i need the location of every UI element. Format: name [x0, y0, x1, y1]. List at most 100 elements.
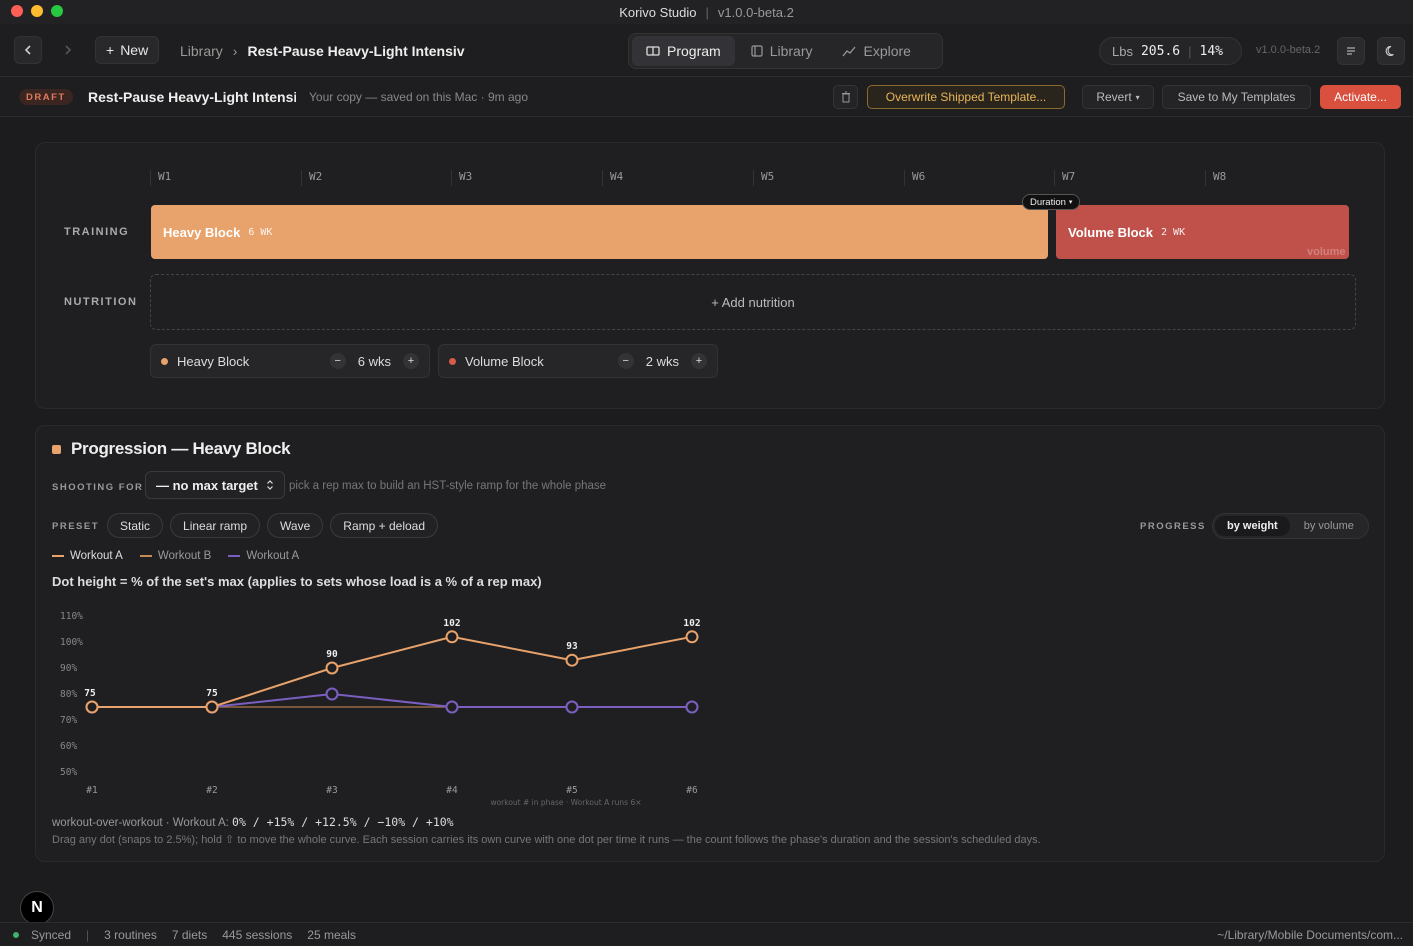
legend-label: Workout B [157, 550, 212, 562]
sessions-count: 445 sessions [222, 927, 293, 942]
breadcrumb-library[interactable]: Library [180, 43, 223, 59]
week-label: W6 [904, 170, 925, 186]
data-point [685, 700, 699, 714]
heavy-block-bar[interactable]: Heavy Block 6 WK [151, 205, 1048, 259]
progression-card: Progression — Heavy Block SHOOTING FOR —… [35, 425, 1385, 862]
max-target-select[interactable]: — no max target [145, 471, 285, 499]
x-tick-label: #3 [326, 785, 337, 796]
body-stats[interactable]: Lbs 205.6 | 14% [1099, 37, 1242, 65]
progress-mode-toggle: by weight by volume [1212, 513, 1369, 539]
add-nutrition-button[interactable]: + Add nutrition [150, 274, 1356, 330]
chart-caption: Dot height = % of the set's max (applies… [52, 574, 542, 589]
moon-icon [1385, 45, 1394, 57]
tab-explore-label: Explore [863, 43, 911, 59]
forward-button[interactable] [54, 36, 82, 64]
preset-ramp-deload[interactable]: Ramp + deload [330, 513, 439, 538]
shooting-for-label: SHOOTING FOR [52, 482, 144, 493]
data-point [325, 661, 339, 675]
duration-handle[interactable]: Duration ▾ [1022, 194, 1081, 210]
max-target-value: — no max target [156, 477, 258, 493]
chevron-left-icon [24, 45, 31, 55]
nutrition-row-label: NUTRITION [64, 296, 138, 308]
stepper-value: 6 wks [357, 353, 391, 369]
delete-button[interactable] [833, 85, 858, 109]
decrement-button[interactable]: − [617, 353, 634, 369]
toolbar: + New Library › Rest-Pause Heavy-Light I… [0, 24, 1413, 77]
wow-values: 0% / +15% / +12.5% / −10% / +10% [232, 815, 454, 829]
preset-linear-ramp[interactable]: Linear ramp [170, 513, 261, 538]
sync-status-dot [13, 931, 19, 938]
block-watermark: volume [1307, 246, 1346, 258]
data-point [325, 687, 339, 701]
legend-item[interactable]: Workout A [228, 550, 299, 562]
save-status: Your copy — saved on this Mac · 9m ago [309, 90, 528, 104]
diets-count: 7 diets [171, 927, 208, 942]
chart-legend: Workout A Workout B Workout A [52, 550, 299, 562]
overwrite-template-button[interactable]: Overwrite Shipped Template... [867, 85, 1065, 109]
tab-library[interactable]: Library [737, 36, 827, 66]
data-point [205, 700, 219, 714]
data-label: 75 [206, 688, 218, 699]
increment-button[interactable]: + [403, 353, 419, 369]
by-volume-option[interactable]: by volume [1303, 520, 1354, 532]
legend-item[interactable]: Workout B [139, 550, 212, 562]
data-label: 93 [566, 641, 578, 652]
assistant-button[interactable]: N [20, 891, 54, 925]
decrement-button[interactable]: − [329, 353, 346, 369]
back-button[interactable] [14, 36, 42, 64]
stat-separator: | [1188, 43, 1192, 59]
minimize-window-button[interactable] [31, 5, 43, 17]
breadcrumb-chevron-icon: › [232, 43, 238, 59]
by-weight-option[interactable]: by weight [1215, 516, 1290, 536]
bodyweight-value: 205.6 [1140, 43, 1181, 59]
preset-static[interactable]: Static [107, 513, 164, 538]
book-icon [646, 46, 660, 56]
draft-badge: DRAFT [19, 89, 73, 105]
y-tick-label: 100% [60, 637, 83, 648]
close-window-button[interactable] [11, 5, 23, 17]
progression-title-text: Progression — Heavy Block [71, 439, 291, 458]
theme-toggle-button[interactable] [1377, 37, 1405, 65]
app-name: Korivo Studio [619, 4, 697, 20]
status-separator: | [86, 927, 90, 942]
preset-wave[interactable]: Wave [267, 513, 324, 538]
window-controls [11, 5, 63, 17]
data-label: 102 [683, 618, 700, 629]
chevron-down-icon: ▾ [1068, 199, 1073, 206]
week-label: W1 [150, 170, 171, 186]
panel-icon [751, 45, 763, 57]
week-label: W5 [753, 170, 774, 186]
increment-button[interactable]: + [691, 353, 707, 369]
zoom-window-button[interactable] [51, 5, 63, 17]
bodyfat-value: 14% [1199, 43, 1223, 59]
volume-block-bar[interactable]: Volume Block 2 WK volume [1056, 205, 1349, 259]
block-name: Heavy Block [163, 224, 241, 240]
draft-bar: DRAFT Rest-Pause Heavy-Light Intensiv Yo… [0, 77, 1413, 117]
version-tag: v1.0.0-beta.2 [1256, 44, 1321, 56]
draft-name[interactable]: Rest-Pause Heavy-Light Intensiv [88, 89, 296, 105]
chevron-right-icon [65, 45, 72, 55]
y-tick-label: 60% [60, 741, 77, 752]
duration-label: Duration [1030, 196, 1066, 208]
activate-button[interactable]: Activate... [1320, 85, 1401, 109]
save-template-button[interactable]: Save to My Templates [1162, 85, 1311, 109]
tab-library-label: Library [769, 43, 813, 59]
legend-item[interactable]: Workout A [52, 550, 123, 562]
x-tick-label: #6 [686, 785, 698, 796]
data-point [445, 630, 459, 644]
week-label: W7 [1054, 170, 1075, 186]
color-dot [161, 357, 168, 365]
progression-chart[interactable]: 110% 100% 90% 80% 70% 60% 50% #1 #2 #3 #4 #5 #6 worko… [36, 596, 736, 811]
stepper-value: 2 wks [645, 353, 679, 369]
tab-program[interactable]: Program [632, 36, 735, 66]
tab-explore[interactable]: Explore [828, 36, 924, 66]
list-button[interactable] [1337, 37, 1365, 65]
x-tick-label: #2 [206, 785, 217, 796]
new-button[interactable]: + New [95, 36, 160, 64]
data-point [85, 700, 99, 714]
library-path[interactable]: ~/Library/Mobile Documents/com... [1217, 928, 1403, 942]
progress-label: PROGRESS [1140, 521, 1206, 532]
x-axis-note: workout # in phase · Workout A runs 6× [490, 798, 641, 807]
revert-button[interactable]: Revert ▾ [1082, 85, 1154, 109]
routines-count: 3 routines [104, 927, 157, 942]
